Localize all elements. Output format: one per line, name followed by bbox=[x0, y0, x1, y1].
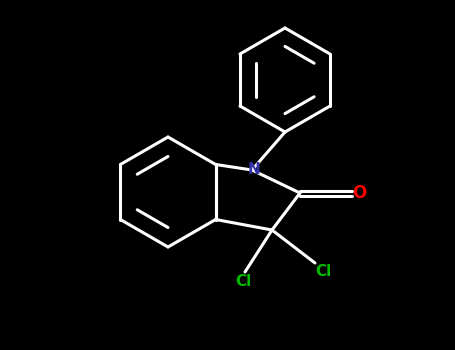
Text: Cl: Cl bbox=[315, 264, 331, 279]
Text: Cl: Cl bbox=[235, 274, 251, 289]
Text: O: O bbox=[352, 184, 366, 202]
Text: N: N bbox=[248, 162, 260, 177]
